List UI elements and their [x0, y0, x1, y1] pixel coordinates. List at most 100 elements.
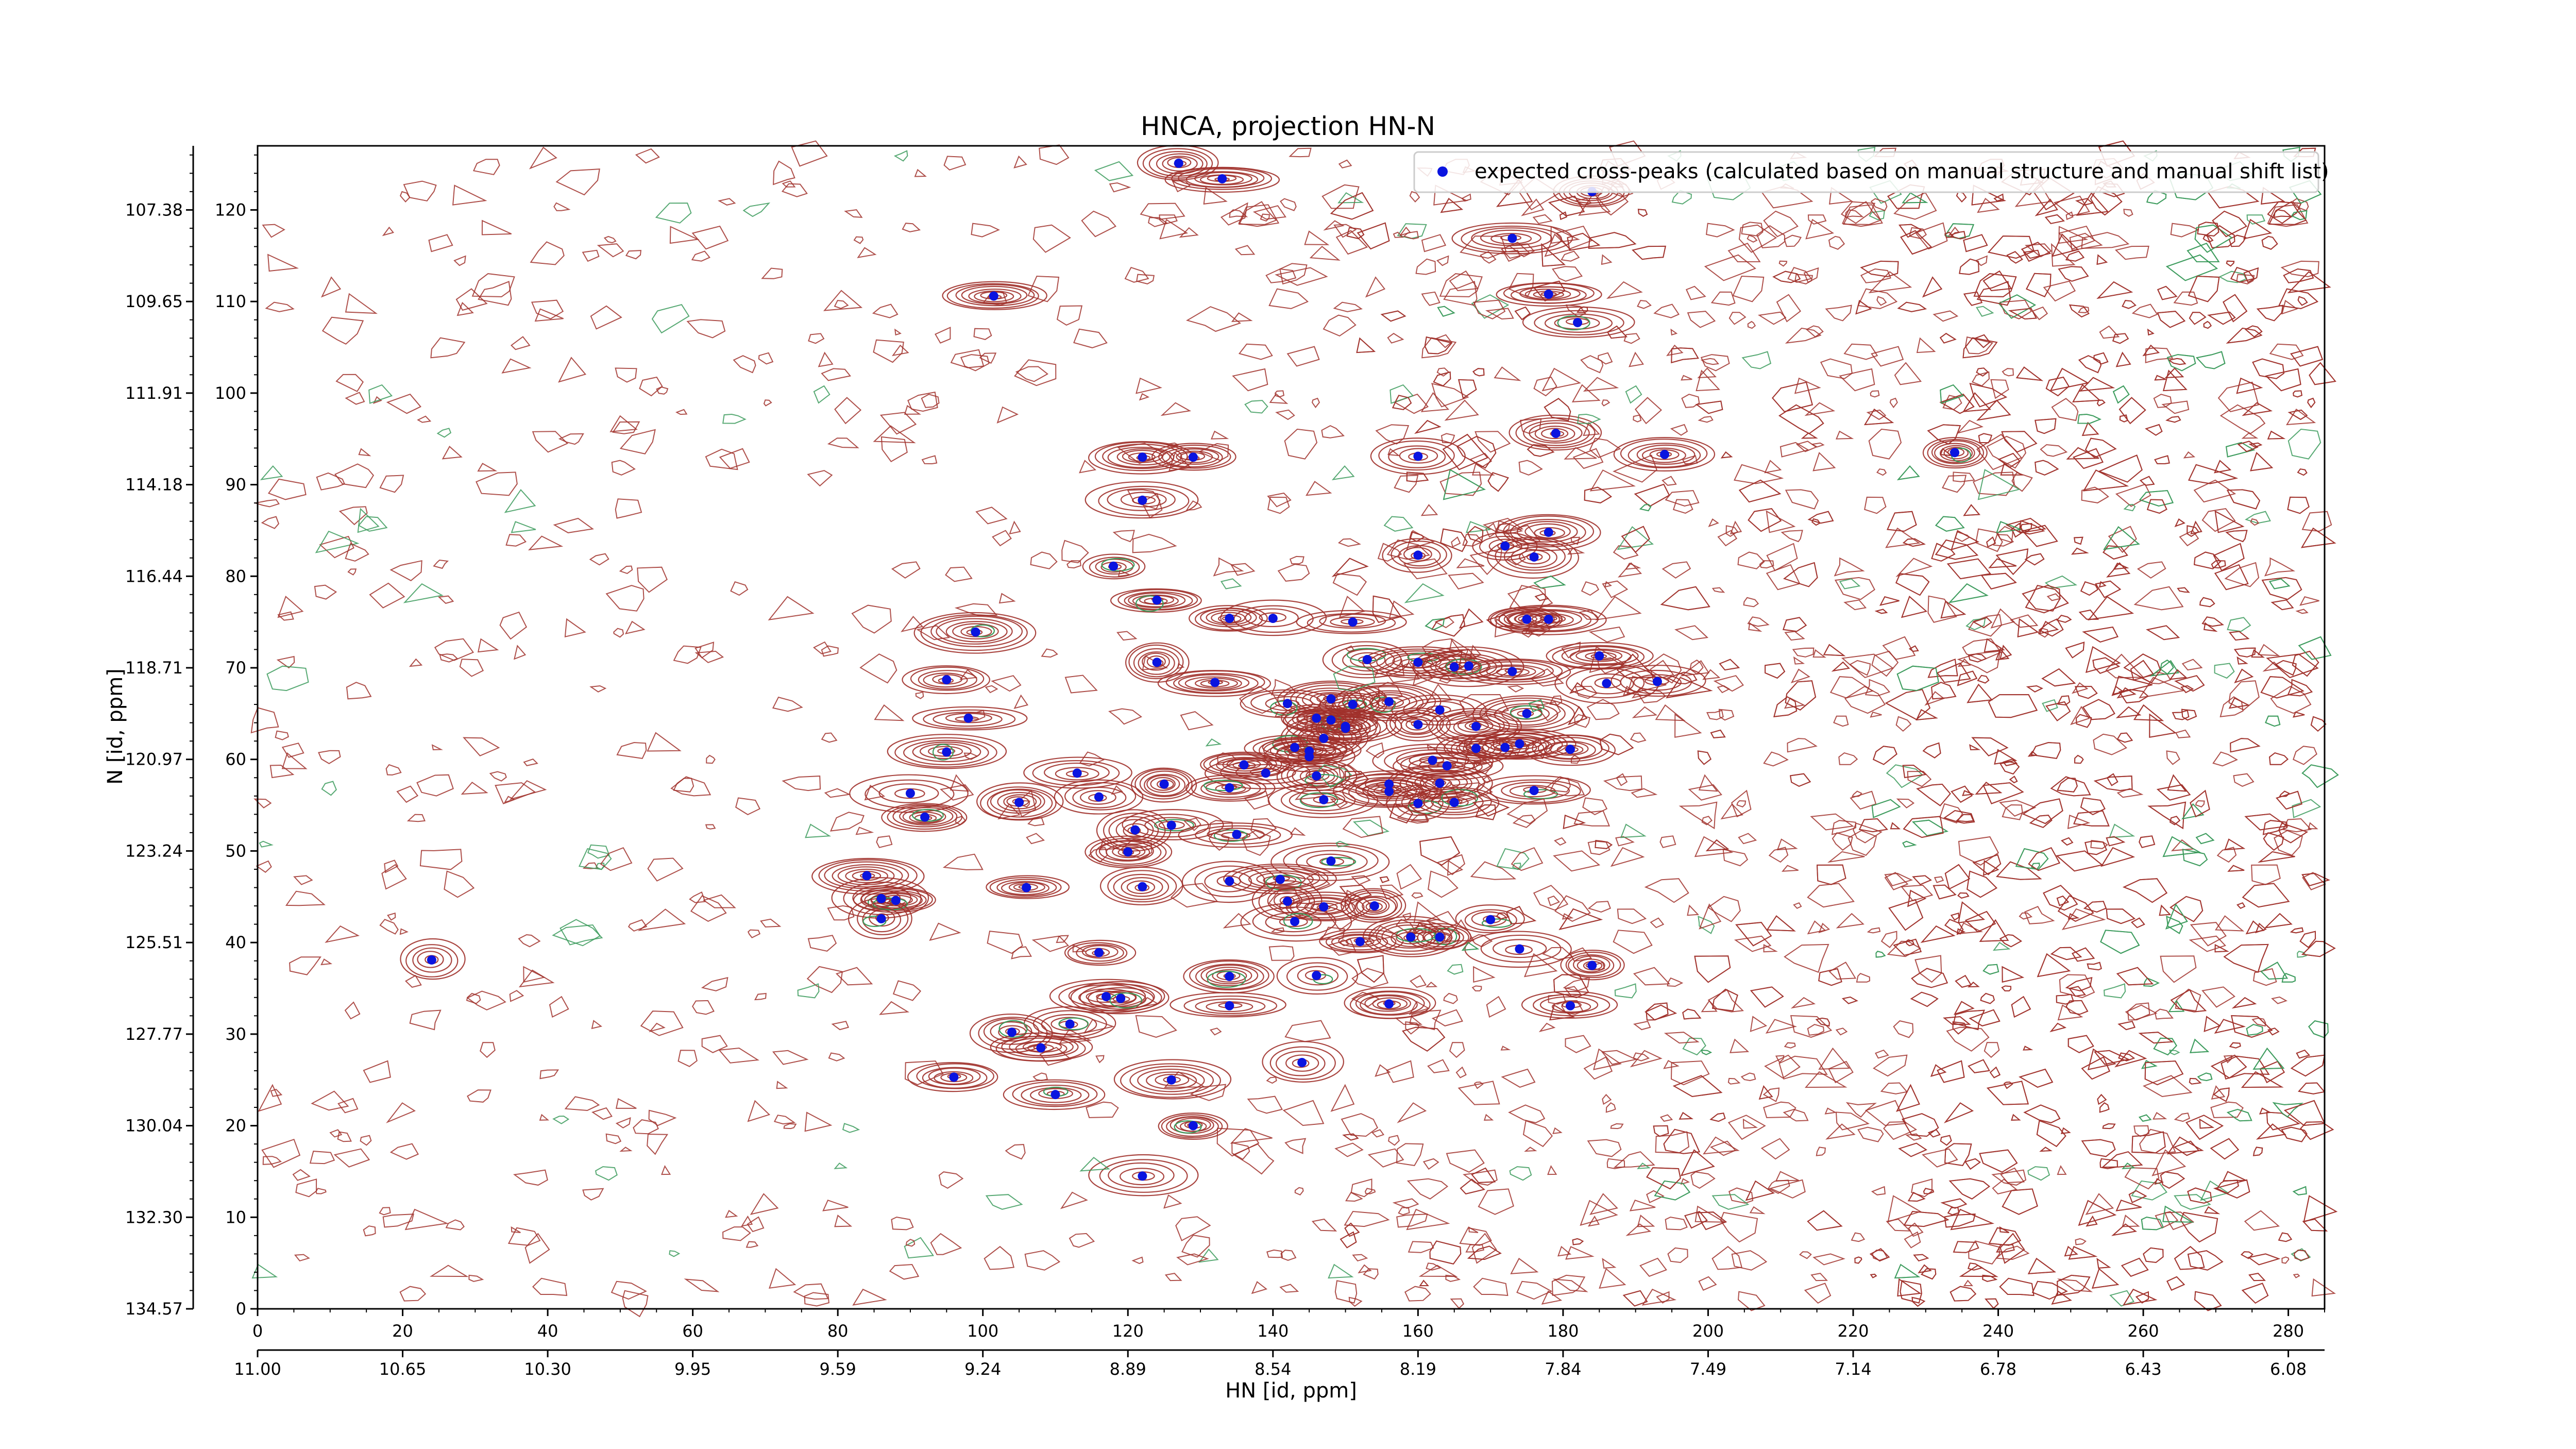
- noise-contour: [1559, 211, 1567, 221]
- y-ppm-tick-label: 116.44: [125, 566, 183, 586]
- noise-contour: [2261, 577, 2302, 600]
- noise-contour: [605, 1133, 622, 1144]
- cross-peak-marker: [1007, 1027, 1017, 1037]
- noise-contour: [2044, 214, 2065, 224]
- noise-contour: [1375, 424, 1410, 445]
- peak-contour: [1211, 612, 1246, 624]
- cross-peak-marker: [1225, 783, 1234, 793]
- noise-contour: [718, 198, 736, 206]
- peak-contour: [960, 626, 992, 637]
- noise-contour: [2181, 709, 2197, 721]
- noise-contour: [1411, 892, 1423, 899]
- noise-contour: [1939, 393, 1975, 414]
- noise-contour: [1421, 638, 1462, 661]
- noise-contour: [1913, 1254, 1929, 1262]
- negative-contour: [1101, 558, 1135, 571]
- noise-contour: [1501, 242, 1531, 259]
- noise-contour: [973, 328, 992, 340]
- noise-contour: [1344, 889, 1363, 907]
- noise-contour: [1340, 1231, 1357, 1249]
- noise-contour: [1718, 709, 1735, 721]
- noise-contour: [1793, 656, 1805, 665]
- peak-contour: [1248, 870, 1314, 888]
- cross-peak-marker: [1950, 448, 1960, 458]
- cross-peak-marker: [1109, 561, 1118, 571]
- noise-contour: [1785, 680, 1817, 711]
- noise-contour: [624, 620, 646, 635]
- peak-contour: [1487, 536, 1580, 579]
- noise-contour: [1431, 383, 1469, 408]
- cross-peak-marker: [1652, 677, 1662, 686]
- noise-contour: [1730, 520, 1742, 535]
- peak-contour: [824, 861, 909, 889]
- noise-contour: [2256, 1123, 2286, 1140]
- peak-contour: [1464, 909, 1517, 931]
- noise-contour: [1247, 1096, 1283, 1114]
- negative-noise-contour: [1869, 210, 1885, 221]
- noise-contour: [347, 568, 357, 576]
- peak-contour: [1342, 648, 1395, 672]
- noise-contour: [1855, 299, 1872, 315]
- noise-contour: [1963, 504, 1980, 516]
- noise-contour: [1168, 451, 1192, 471]
- noise-contour: [1895, 1084, 1920, 1112]
- noise-contour: [1757, 311, 1787, 325]
- noise-contour: [1760, 1138, 1790, 1160]
- negative-contour: [1481, 918, 1513, 928]
- noise-contour: [2154, 1178, 2164, 1185]
- peak-contour: [952, 623, 999, 640]
- noise-contour: [1720, 451, 1733, 459]
- noise-contour: [1108, 708, 1143, 725]
- noise-contour: [1344, 770, 1369, 787]
- negative-noise-contour: [813, 385, 831, 404]
- peak-contour: [1325, 931, 1397, 952]
- peak-contour: [1493, 939, 1547, 958]
- noise-contour: [640, 1010, 684, 1036]
- noise-contour: [1467, 526, 1484, 543]
- noise-contour: [1344, 1222, 1360, 1237]
- negative-noise-contour: [2195, 833, 2215, 845]
- noise-contour: [2131, 917, 2145, 929]
- y-ppm-tick-label: 107.38: [125, 200, 183, 220]
- noise-contour: [1711, 988, 1738, 1012]
- peak-contour: [1463, 743, 1490, 754]
- cross-peak-marker: [1435, 705, 1445, 715]
- noise-contour: [1573, 810, 1611, 827]
- negative-contour: [862, 915, 887, 927]
- peak-contour: [1054, 779, 1144, 815]
- noise-contour: [1987, 235, 2035, 259]
- noise-contour: [943, 156, 967, 171]
- noise-contour: [591, 1020, 603, 1030]
- noise-contour: [2166, 750, 2180, 765]
- noise-contour: [694, 642, 715, 659]
- peak-contour: [1162, 447, 1223, 468]
- noise-contour: [1583, 1056, 1613, 1080]
- peak-contour: [1064, 939, 1137, 966]
- noise-contour: [1962, 392, 1991, 412]
- cross-peak-marker: [1319, 902, 1329, 912]
- noise-contour: [1785, 327, 1822, 344]
- noise-contour: [1550, 226, 1580, 244]
- noise-contour: [1672, 1075, 1723, 1098]
- peak-contour: [1120, 1063, 1222, 1098]
- noise-contour: [2022, 525, 2058, 547]
- noise-contour: [2057, 1274, 2091, 1296]
- noise-contour: [1421, 337, 1457, 359]
- noise-contour: [1408, 1241, 1434, 1253]
- peak-contour: [1003, 1079, 1106, 1110]
- noise-contour: [2139, 1128, 2176, 1154]
- peak-contour: [1565, 951, 1621, 979]
- noise-contour: [2214, 510, 2245, 533]
- noise-contour: [684, 1278, 720, 1292]
- noise-contour: [1323, 314, 1357, 337]
- noise-contour: [694, 650, 724, 663]
- negative-noise-contour: [834, 1162, 848, 1169]
- noise-contour: [1895, 716, 1912, 732]
- noise-contour: [1445, 919, 1475, 942]
- noise-contour: [2019, 520, 2045, 535]
- noise-contour: [1684, 1211, 1708, 1229]
- cross-peak-marker: [1341, 721, 1350, 731]
- negative-noise-contour: [2190, 1038, 2210, 1053]
- y-ppm-tick-label: 132.30: [125, 1207, 183, 1227]
- noise-contour: [1720, 803, 1743, 820]
